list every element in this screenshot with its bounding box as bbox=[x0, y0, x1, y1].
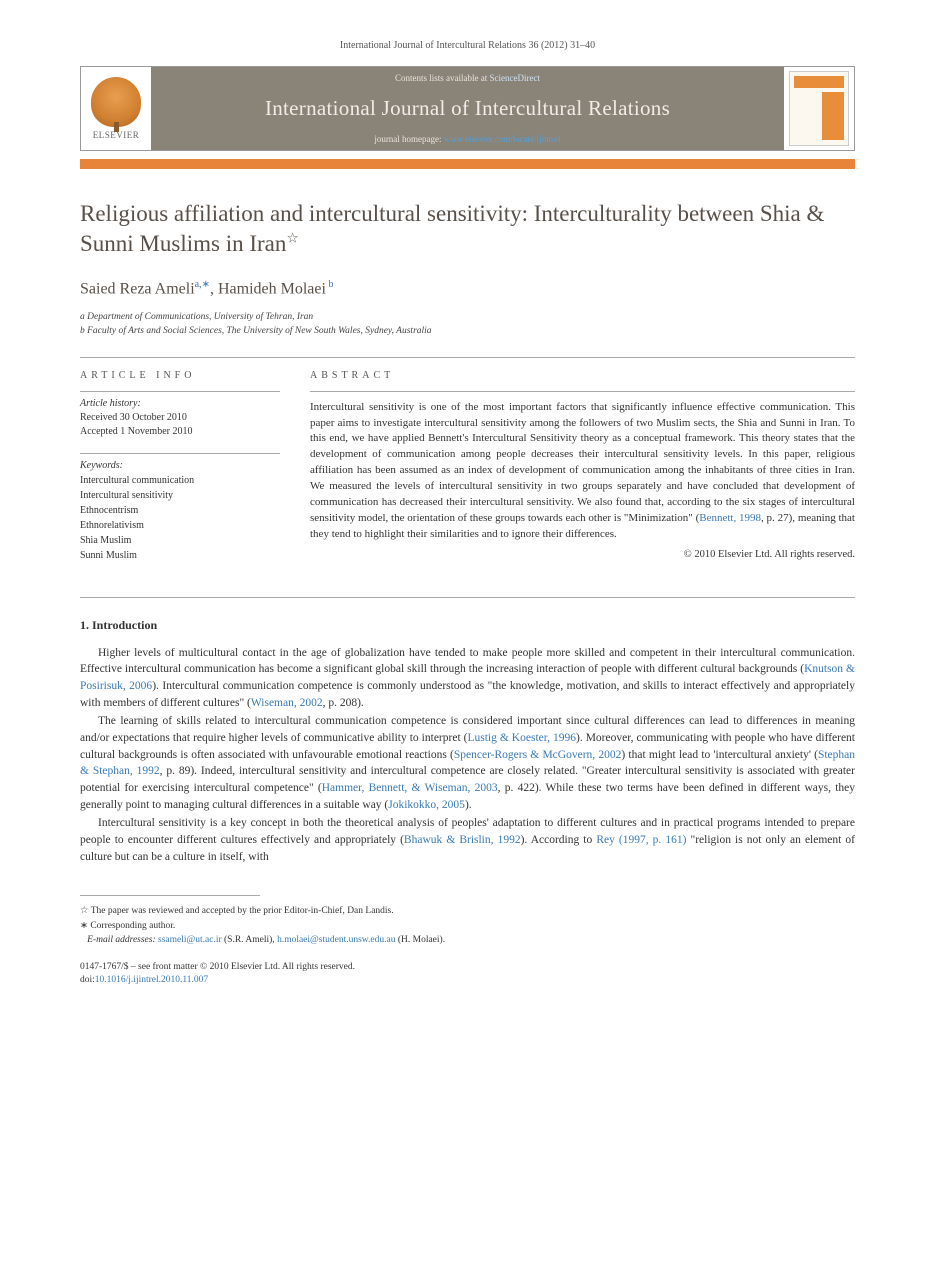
abstract-pre: Intercultural sensitivity is one of the … bbox=[310, 401, 855, 525]
doi-link[interactable]: 10.1016/j.ijintrel.2010.11.007 bbox=[95, 975, 208, 985]
received-date: Received 30 October 2010 bbox=[80, 411, 280, 425]
contents-prefix: Contents lists available at bbox=[395, 73, 489, 83]
divider-2 bbox=[80, 597, 855, 598]
email-1[interactable]: ssameli@ut.ac.ir bbox=[158, 935, 222, 945]
cite-wiseman[interactable]: Wiseman, 2002 bbox=[251, 697, 323, 709]
sciencedirect-link[interactable]: ScienceDirect bbox=[490, 73, 540, 83]
publisher-logo: ELSEVIER bbox=[81, 67, 151, 150]
p3-b: ). According to bbox=[521, 834, 597, 846]
elsevier-tree-icon bbox=[91, 77, 141, 127]
cover-image-icon bbox=[789, 71, 849, 146]
abstract-copyright: © 2010 Elsevier Ltd. All rights reserved… bbox=[310, 549, 855, 560]
homepage-link[interactable]: www.elsevier.com/locate/ijintrel bbox=[444, 134, 561, 144]
body-para-2: The learning of skills related to interc… bbox=[80, 713, 855, 813]
email-1-who: (S.R. Ameli), bbox=[222, 935, 277, 945]
article-info-label: ARTICLE INFO bbox=[80, 370, 280, 381]
homepage-prefix: journal homepage: bbox=[374, 134, 443, 144]
title-star: ☆ bbox=[286, 231, 299, 246]
author-1: Saied Reza Ameli bbox=[80, 280, 195, 297]
keywords-label: Keywords: bbox=[80, 460, 280, 471]
footnote-star: ☆ The paper was reviewed and accepted by… bbox=[80, 904, 855, 918]
footnote-divider bbox=[80, 895, 260, 896]
article-title: Religious affiliation and intercultural … bbox=[80, 199, 855, 259]
history-block: Article history: Received 30 October 201… bbox=[80, 391, 280, 439]
doi-block: 0147-1767/$ – see front matter © 2010 El… bbox=[80, 961, 855, 988]
body-para-1: Higher levels of multicultural contact i… bbox=[80, 645, 855, 712]
abstract-text: Intercultural sensitivity is one of the … bbox=[310, 400, 855, 543]
email-2[interactable]: h.molaei@student.unsw.edu.au bbox=[277, 935, 395, 945]
keyword-3: Ethnorelativism bbox=[80, 518, 280, 533]
banner-center: Contents lists available at ScienceDirec… bbox=[151, 67, 784, 150]
keywords-block: Keywords: Intercultural communication In… bbox=[80, 453, 280, 563]
journal-title: International Journal of Intercultural R… bbox=[265, 96, 670, 121]
p1-c: , p. 208). bbox=[323, 697, 364, 709]
keyword-1: Intercultural sensitivity bbox=[80, 488, 280, 503]
abstract-label: ABSTRACT bbox=[310, 370, 855, 381]
abstract-col: ABSTRACT Intercultural sensitivity is on… bbox=[310, 370, 855, 577]
front-matter-line: 0147-1767/$ – see front matter © 2010 El… bbox=[80, 961, 855, 974]
contents-available: Contents lists available at ScienceDirec… bbox=[395, 73, 540, 83]
affil-a-text: a Department of Communications, Universi… bbox=[80, 312, 313, 322]
p2-f: ). bbox=[465, 799, 472, 811]
email-2-who: (H. Molaei). bbox=[395, 935, 445, 945]
article-info-col: ARTICLE INFO Article history: Received 3… bbox=[80, 370, 280, 577]
keyword-0: Intercultural communication bbox=[80, 473, 280, 488]
divider bbox=[80, 357, 855, 358]
keyword-4: Shia Muslim bbox=[80, 533, 280, 548]
cite-lustig[interactable]: Lustig & Koester, 1996 bbox=[467, 732, 576, 744]
abstract-cite[interactable]: Bennett, 1998 bbox=[699, 512, 761, 524]
doi-line: doi:10.1016/j.ijintrel.2010.11.007 bbox=[80, 974, 855, 987]
cite-hammer[interactable]: Hammer, Bennett, & Wiseman, 2003 bbox=[322, 782, 498, 794]
cite-jokikokko[interactable]: Jokikokko, 2005 bbox=[388, 799, 465, 811]
history-label: Article history: bbox=[80, 398, 280, 409]
abstract-block: Intercultural sensitivity is one of the … bbox=[310, 391, 855, 560]
doi-prefix: doi: bbox=[80, 975, 95, 985]
cite-bhawuk[interactable]: Bhawuk & Brislin, 1992 bbox=[404, 834, 521, 846]
email-label: E-mail addresses: bbox=[87, 935, 158, 945]
author-2-affil: b bbox=[326, 279, 334, 290]
footnote-emails: E-mail addresses: ssameli@ut.ac.ir (S.R.… bbox=[80, 933, 855, 947]
journal-cover-thumb bbox=[784, 67, 854, 150]
footnote-corr: ∗ Corresponding author. bbox=[80, 919, 855, 933]
citation-header: International Journal of Intercultural R… bbox=[80, 40, 855, 51]
keyword-2: Ethnocentrism bbox=[80, 503, 280, 518]
author-1-affil: a,∗ bbox=[195, 279, 210, 290]
p1-b: ). Intercultural communication competenc… bbox=[80, 680, 855, 709]
journal-homepage: journal homepage: www.elsevier.com/locat… bbox=[374, 134, 560, 144]
affiliation-b: b b Faculty of Arts and Social Sciences,… bbox=[80, 324, 855, 338]
journal-banner: ELSEVIER Contents lists available at Sci… bbox=[80, 66, 855, 151]
section-1-heading: 1. Introduction bbox=[80, 618, 855, 633]
cite-spencer[interactable]: Spencer-Rogers & McGovern, 2002 bbox=[454, 749, 622, 761]
body-para-3: Intercultural sensitivity is a key conce… bbox=[80, 815, 855, 865]
p2-c: ) that might lead to 'intercultural anxi… bbox=[621, 749, 818, 761]
info-abstract-row: ARTICLE INFO Article history: Received 3… bbox=[80, 370, 855, 577]
accepted-date: Accepted 1 November 2010 bbox=[80, 425, 280, 439]
affil-b-text: b Faculty of Arts and Social Sciences, T… bbox=[80, 326, 432, 336]
authors-line: Saied Reza Amelia,∗, Hamideh Molaei b bbox=[80, 279, 855, 298]
title-text: Religious affiliation and intercultural … bbox=[80, 201, 824, 256]
author-2: , Hamideh Molaei bbox=[210, 280, 326, 297]
keyword-5: Sunni Muslim bbox=[80, 548, 280, 563]
p1-a: Higher levels of multicultural contact i… bbox=[80, 647, 855, 676]
affiliation-a: a a Department of Communications, Univer… bbox=[80, 310, 855, 324]
cite-rey[interactable]: Rey (1997, p. 161) bbox=[596, 834, 686, 846]
accent-bar bbox=[80, 159, 855, 169]
